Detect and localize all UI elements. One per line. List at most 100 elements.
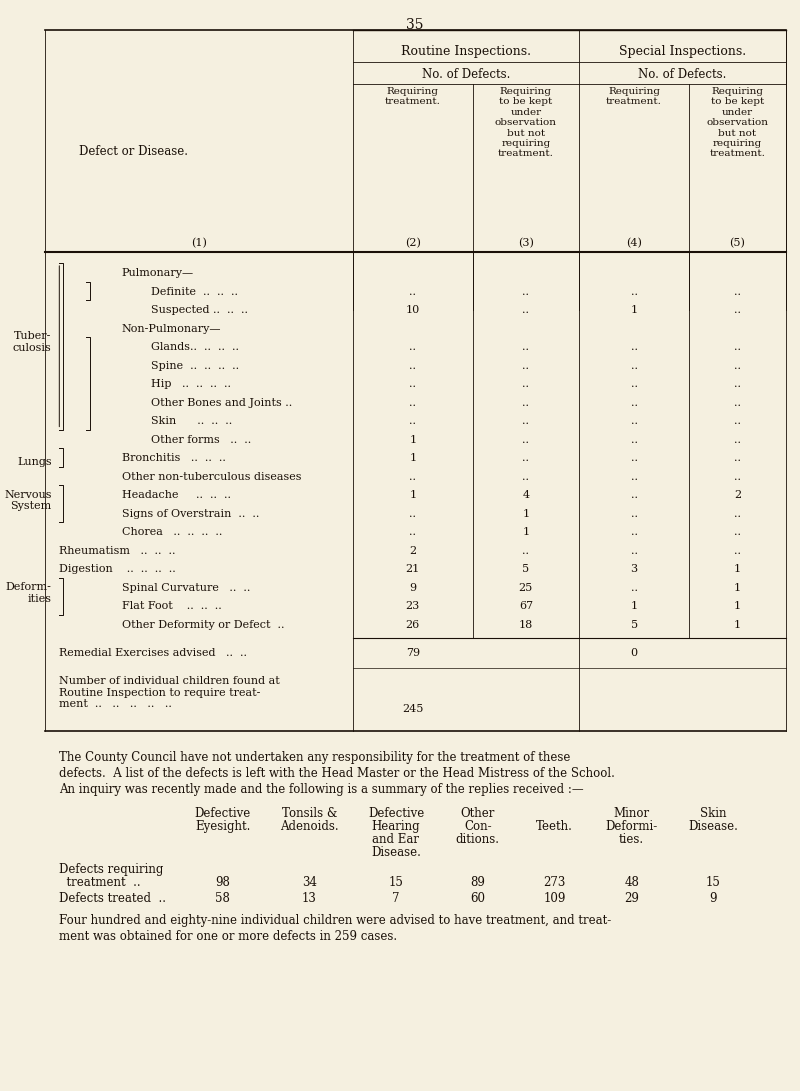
Text: Spinal Curvature   ..  ..: Spinal Curvature .. .. — [122, 583, 250, 592]
Text: ditions.: ditions. — [456, 834, 500, 846]
Text: ..: .. — [410, 397, 416, 408]
Text: Remedial Exercises advised   ..  ..: Remedial Exercises advised .. .. — [59, 648, 247, 658]
Text: 1: 1 — [410, 490, 416, 500]
Text: 18: 18 — [518, 620, 533, 630]
Text: Pulmonary—: Pulmonary— — [122, 268, 194, 278]
Text: An inquiry was recently made and the following is a summary of the replies recei: An inquiry was recently made and the fol… — [59, 783, 584, 796]
Text: ..: .. — [630, 508, 638, 518]
Text: Non-Pulmonary—: Non-Pulmonary— — [122, 324, 222, 334]
Text: (1): (1) — [191, 238, 206, 249]
Text: ..: .. — [410, 379, 416, 389]
Text: Rheumatism   ..  ..  ..: Rheumatism .. .. .. — [59, 546, 176, 555]
Text: 48: 48 — [624, 876, 639, 889]
Text: ..: .. — [630, 490, 638, 500]
Text: 9: 9 — [410, 583, 416, 592]
Text: Hip   ..  ..  ..  ..: Hip .. .. .. .. — [150, 379, 230, 389]
Text: ..: .. — [734, 508, 741, 518]
Text: ..: .. — [630, 397, 638, 408]
Text: (4): (4) — [626, 238, 642, 249]
Text: 1: 1 — [630, 305, 638, 315]
Text: Requiring
to be kept
under
observation
but not
requiring
treatment.: Requiring to be kept under observation b… — [706, 87, 769, 158]
Text: defects.  A list of the defects is left with the Head Master or the Head Mistres: defects. A list of the defects is left w… — [59, 767, 615, 780]
Text: ..: .. — [630, 546, 638, 555]
Text: ..: .. — [734, 453, 741, 463]
Text: Other Bones and Joints ..: Other Bones and Joints .. — [150, 397, 292, 408]
Text: Requiring
to be kept
under
observation
but not
requiring
treatment.: Requiring to be kept under observation b… — [495, 87, 557, 158]
Text: Spine  ..  ..  ..  ..: Spine .. .. .. .. — [150, 360, 239, 371]
Text: ..: .. — [630, 434, 638, 444]
Text: Headache     ..  ..  ..: Headache .. .. .. — [122, 490, 231, 500]
Text: 1: 1 — [522, 527, 530, 537]
Text: Defect or Disease.: Defect or Disease. — [78, 145, 187, 158]
Text: ..: .. — [522, 287, 530, 297]
Text: 23: 23 — [406, 601, 420, 611]
Text: (5): (5) — [730, 238, 746, 249]
Text: Other: Other — [461, 807, 495, 820]
Text: ..: .. — [522, 341, 530, 352]
Text: ..: .. — [522, 471, 530, 481]
Text: Special Inspections.: Special Inspections. — [618, 45, 746, 58]
Text: ..: .. — [410, 341, 416, 352]
Text: ..: .. — [734, 527, 741, 537]
Text: Bronchitis   ..  ..  ..: Bronchitis .. .. .. — [122, 453, 226, 463]
Text: 98: 98 — [215, 876, 230, 889]
Text: ..: .. — [410, 416, 416, 425]
Text: ment was obtained for one or more defects in 259 cases.: ment was obtained for one or more defect… — [59, 930, 398, 943]
Text: 1: 1 — [410, 434, 416, 444]
Text: 5: 5 — [630, 620, 638, 630]
Text: 1: 1 — [734, 601, 741, 611]
Text: Disease.: Disease. — [689, 820, 738, 834]
Text: 13: 13 — [302, 892, 317, 906]
Text: ..: .. — [522, 546, 530, 555]
Text: Other non-tuberculous diseases: Other non-tuberculous diseases — [122, 471, 302, 481]
Text: treatment  ..: treatment .. — [59, 876, 141, 889]
Text: 1: 1 — [630, 601, 638, 611]
Text: 34: 34 — [302, 876, 317, 889]
Text: 79: 79 — [406, 648, 420, 658]
Text: 0: 0 — [630, 648, 638, 658]
Text: Adenoids.: Adenoids. — [280, 820, 338, 834]
Text: Disease.: Disease. — [371, 846, 421, 859]
Text: Definite  ..  ..  ..: Definite .. .. .. — [150, 287, 238, 297]
Text: Signs of Overstrain  ..  ..: Signs of Overstrain .. .. — [122, 508, 259, 518]
Text: 21: 21 — [406, 564, 420, 574]
Text: 29: 29 — [624, 892, 639, 906]
Text: Four hundred and eighty-nine individual children were advised to have treatment,: Four hundred and eighty-nine individual … — [59, 914, 611, 927]
Text: 5: 5 — [522, 564, 530, 574]
Text: ..: .. — [734, 471, 741, 481]
Text: ..: .. — [410, 508, 416, 518]
Text: ..: .. — [734, 305, 741, 315]
Text: Lungs: Lungs — [17, 457, 52, 467]
Text: Teeth.: Teeth. — [536, 820, 573, 834]
Text: ..: .. — [522, 453, 530, 463]
Text: 1: 1 — [734, 564, 741, 574]
Text: Tuber-
culosis: Tuber- culosis — [13, 332, 52, 353]
Text: Requiring
treatment.: Requiring treatment. — [606, 87, 662, 107]
Text: Eyesight.: Eyesight. — [195, 820, 250, 834]
Text: The County Council have not undertaken any responsibility for the treatment of t: The County Council have not undertaken a… — [59, 751, 570, 764]
Text: Minor: Minor — [614, 807, 650, 820]
Text: ..: .. — [734, 360, 741, 371]
Text: 245: 245 — [402, 704, 423, 714]
Text: ..: .. — [410, 287, 416, 297]
Text: Con-: Con- — [464, 820, 491, 834]
Text: ..: .. — [522, 360, 530, 371]
Text: ..: .. — [630, 379, 638, 389]
Text: Tonsils &: Tonsils & — [282, 807, 337, 820]
Text: ..: .. — [410, 360, 416, 371]
Text: 1: 1 — [734, 583, 741, 592]
Text: ties.: ties. — [619, 834, 644, 846]
Text: ..: .. — [522, 434, 530, 444]
Text: ..: .. — [410, 527, 416, 537]
Text: (2): (2) — [405, 238, 421, 249]
Text: Skin: Skin — [700, 807, 726, 820]
Text: No. of Defects.: No. of Defects. — [422, 68, 510, 81]
Text: 35: 35 — [406, 17, 424, 32]
Text: 7: 7 — [392, 892, 400, 906]
Text: 2: 2 — [734, 490, 741, 500]
Text: Defective: Defective — [194, 807, 251, 820]
Text: 26: 26 — [406, 620, 420, 630]
Text: Skin      ..  ..  ..: Skin .. .. .. — [150, 416, 232, 425]
Text: 9: 9 — [710, 892, 717, 906]
Text: 58: 58 — [215, 892, 230, 906]
